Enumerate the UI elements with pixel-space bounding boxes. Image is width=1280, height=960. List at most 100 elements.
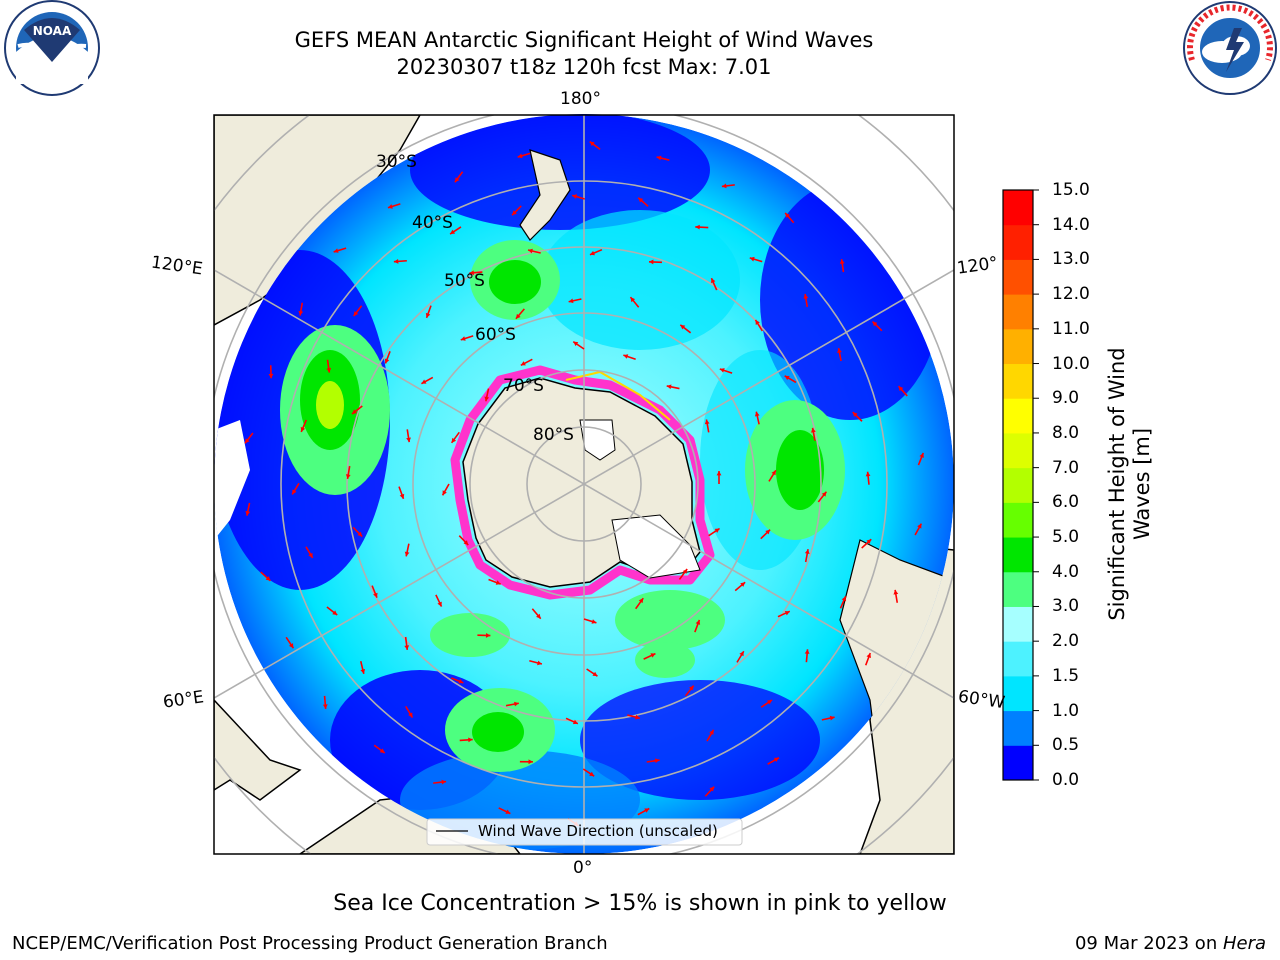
- wind-wave-arrowhead: [716, 471, 722, 476]
- colorbar-frame: [1002, 189, 1034, 781]
- wind-wave-arrowhead: [719, 368, 725, 373]
- colorbar-tick-label: 2.0: [1052, 631, 1080, 652]
- wind-wave-arrowhead: [298, 310, 304, 316]
- wind-wave-arrowhead: [630, 297, 636, 303]
- wind-wave-arrowhead: [695, 619, 701, 625]
- wind-wave-arrowhead: [528, 248, 533, 254]
- wind-wave-arrows: [244, 140, 925, 827]
- wind-wave-arrowhead: [767, 700, 772, 705]
- colorbar-tick-label: 3.0: [1052, 596, 1080, 617]
- legend: [426, 818, 743, 846]
- colorbar-swatch: [1003, 328, 1033, 365]
- colorbar-tick-label: 0.5: [1052, 735, 1080, 756]
- wind-wave-arrowhead: [623, 354, 629, 359]
- wind-wave-arrowhead: [704, 419, 710, 425]
- wind-wave-arrowhead: [754, 411, 760, 417]
- wind-wave-arrowhead: [437, 601, 442, 607]
- wind-wave-arrowhead: [821, 491, 827, 497]
- colorbar-swatch: [1003, 641, 1033, 677]
- colorbar-swatch: [1003, 606, 1033, 642]
- wind-wave-arrowhead: [505, 809, 511, 814]
- colorbar-tick-label: 10.0: [1052, 353, 1090, 374]
- wind-wave-arrowhead: [589, 771, 595, 777]
- colorbar-swatch: [1003, 502, 1033, 538]
- wind-wave-arrowhead: [666, 384, 672, 390]
- colorbar-swatch: [1003, 294, 1033, 330]
- graticule: [214, 115, 954, 854]
- colorbar-tick-label: 1.5: [1052, 665, 1080, 686]
- wind-wave-arrowhead: [353, 311, 359, 317]
- colorbar-label-line1: Significant Height of Wind: [1105, 347, 1129, 621]
- wind-wave-arrowhead: [811, 427, 816, 433]
- wind-wave-arrowhead: [572, 719, 578, 725]
- wind-wave-arrowhead: [292, 489, 297, 495]
- wind-wave-arrowhead: [379, 748, 385, 753]
- wind-wave-arrowhead: [514, 701, 519, 707]
- colorbar-swatch: [1003, 259, 1033, 295]
- wind-wave-arrowhead: [829, 715, 835, 721]
- colorbar-tick-label: 13.0: [1052, 249, 1090, 270]
- wind-wave-arrowhead: [898, 386, 904, 392]
- wind-wave-arrowhead: [244, 438, 250, 444]
- noaa-logo-text: NOAA: [33, 24, 72, 38]
- lon-label-0: 0°: [573, 858, 593, 878]
- wind-wave-arrowhead: [406, 437, 411, 443]
- chart-title: GEFS MEAN Antarctic Significant Height o…: [294, 28, 874, 52]
- wind-wave-arrowhead: [784, 375, 790, 381]
- wind-wave-arrowhead: [404, 551, 410, 557]
- lon-label-180: 180°: [560, 89, 601, 109]
- wind-wave-arrowhead: [749, 256, 755, 262]
- colorbar-swatch: [1003, 398, 1033, 434]
- wind-wave-arrowhead: [515, 313, 521, 319]
- wind-wave-arrowhead: [785, 212, 790, 218]
- wind-wave-arrowhead: [288, 643, 294, 649]
- nws-logo: [1183, 1, 1277, 95]
- lat-label-40s: 40°S: [412, 213, 453, 233]
- footer-host: Hera: [1222, 933, 1266, 954]
- wind-wave-arrowhead: [463, 540, 469, 546]
- colorbar-tick-label: 14.0: [1052, 214, 1090, 235]
- wind-wave-arrowhead: [872, 321, 878, 327]
- colorbar-swatch: [1003, 537, 1033, 573]
- wind-wave-arrowhead: [852, 412, 858, 417]
- wind-wave-arrowhead: [373, 592, 378, 598]
- sea-ice-note: Sea Ice Concentration > 15% is shown in …: [333, 891, 947, 916]
- colorbar-swatch: [1003, 363, 1033, 399]
- wind-wave-arrowhead: [451, 437, 457, 443]
- wind-wave-arrowhead: [460, 336, 466, 341]
- wind-wave-arrowhead: [458, 678, 464, 684]
- wind-wave-arrowhead: [425, 312, 431, 318]
- wind-wave-arrowhead: [384, 358, 390, 364]
- colorbar-tick-label: 1.0: [1052, 700, 1080, 721]
- wind-wave-arrowhead: [300, 426, 306, 432]
- wind-wave-arrowhead: [265, 576, 271, 581]
- wind-wave-arrowhead: [709, 786, 715, 792]
- wind-wave-arrowhead: [484, 396, 490, 402]
- wind-wave-arrowhead: [680, 324, 686, 330]
- footer-credit: NCEP/EMC/Verification Post Processing Pr…: [12, 933, 608, 954]
- wind-wave-arrowhead: [495, 580, 501, 585]
- lat-label-60s: 60°S: [475, 325, 516, 345]
- wind-wave-arrowhead: [512, 210, 517, 216]
- wind-wave-arrowhead: [635, 714, 640, 720]
- wind-wave-arrowhead: [245, 510, 251, 516]
- wind-wave-arrowhead: [714, 528, 720, 533]
- wind-wave-arrowhead: [711, 278, 716, 284]
- wind-wave-arrowhead: [333, 248, 339, 253]
- chart-subtitle: 20230307 t18z 120h fcst Max: 7.01: [396, 55, 772, 79]
- wind-wave-arrowhead: [773, 757, 779, 763]
- colorbar-tick-label: 7.0: [1052, 457, 1080, 478]
- wind-wave-arrowhead: [919, 452, 924, 458]
- wind-wave-arrowhead: [695, 224, 700, 230]
- noaa-logo: NOAA: [4, 0, 100, 96]
- plot-frame: [213, 114, 955, 855]
- colorbar-tick-label: 0.0: [1052, 770, 1080, 790]
- wind-wave-arrowhead: [568, 298, 574, 304]
- wind-wave-arrowhead: [537, 660, 542, 666]
- wind-wave-arrowhead: [352, 409, 357, 414]
- wind-wave-arrowhead: [408, 712, 413, 718]
- wind-wave-arrowhead: [592, 671, 598, 677]
- wind-wave-arrowhead: [589, 250, 595, 256]
- wind-wave-arrowhead: [709, 729, 714, 735]
